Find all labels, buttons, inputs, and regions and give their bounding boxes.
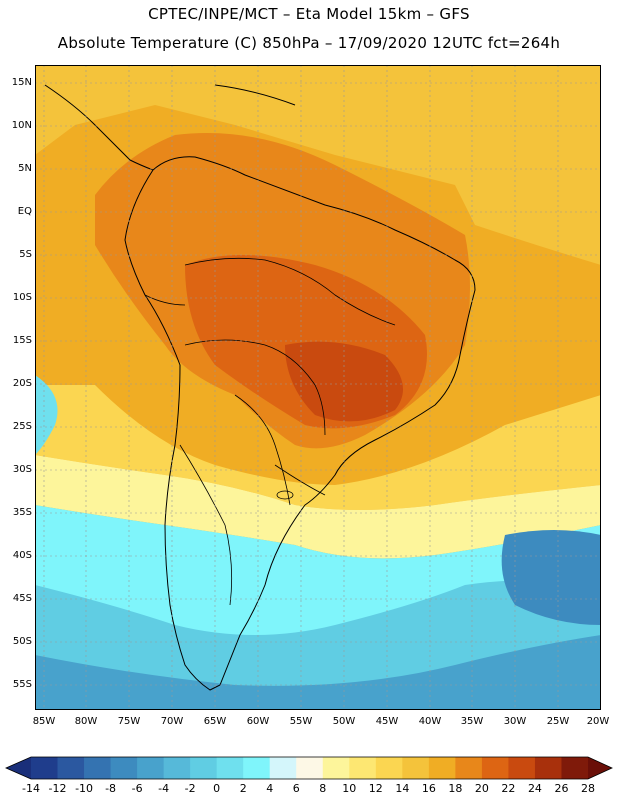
colorbar-swatch [269,757,297,779]
colorbar-tick-label: 24 [527,782,542,795]
lat-label: 15N [11,77,32,88]
field-west-cool [35,375,58,455]
colorbar-tick-label: -12 [48,782,67,795]
colorbar-tick-label: 8 [319,782,327,795]
lat-label: 5N [18,163,32,174]
central-america-outline [44,84,154,171]
caribbean-outline [214,84,296,106]
colorbar-outline [5,756,613,780]
chart-title-line2: Absolute Temperature (C) 850hPa – 17/09/… [57,34,561,52]
colorbar-swatch [296,757,324,779]
colorbar-swatch [190,757,218,779]
lat-label: 45S [12,593,32,604]
colorbar-swatch [508,757,536,779]
colorbar-tick-label: 26 [554,782,569,795]
colorbar-tick-label: 14 [395,782,410,795]
lat-label: 10N [11,120,32,131]
colorbar-tick-label: -4 [158,782,170,795]
lon-label: 25W [546,716,570,727]
field-south-cold [35,635,601,710]
lon-label: 40W [418,716,442,727]
lat-label: EQ [17,206,32,217]
colorbar-tick-label: -14 [22,782,40,795]
lon-label: 35W [460,716,484,727]
colorbar-tick-label: -10 [75,782,94,795]
colorbar-tick-label: -8 [105,782,117,795]
lat-label: 35S [12,507,32,518]
field-southeast-cold [501,530,601,625]
colorbar-swatch [375,757,403,779]
field-transition-pale [35,455,601,559]
lon-label: 65W [203,716,227,727]
lat-label: 55S [12,679,32,690]
lat-label: 10S [12,292,32,303]
lat-label: 5S [19,249,32,260]
colorbar-tick-label: 6 [292,782,300,795]
colorbar-swatch [137,757,165,779]
colorbar-tick-label: 16 [421,782,436,795]
colorbar-tick-label: 2 [239,782,247,795]
lon-label: 70W [160,716,184,727]
colorbar-swatch [31,757,59,779]
colorbar-min-arrow [6,757,31,779]
colorbar-swatch [110,757,138,779]
lat-label: 25S [12,421,32,432]
lon-label: 75W [117,716,141,727]
colorbar-tick-label: 28 [581,782,595,795]
colorbar-tick-label: -2 [184,782,196,795]
colorbar-tick-label: 0 [213,782,221,795]
country-borders [144,257,396,606]
lat-label: 50S [12,636,32,647]
colorbar-tick-label: 10 [342,782,357,795]
lat-label: 20S [12,378,32,389]
colorbar-swatch [428,757,456,779]
temperature-map [35,65,601,710]
colorbar-tick-label: -6 [131,782,143,795]
colorbar-tick-label: 18 [448,782,463,795]
colorbar-max-arrow [588,757,612,779]
lon-label: 55W [289,716,313,727]
lat-label: 40S [12,550,32,561]
map-border [35,65,601,710]
coastline [124,156,476,691]
colorbar-swatch [455,757,483,779]
lon-label: 30W [503,716,527,727]
colorbar-swatch [216,757,244,779]
colorbar-swatch [402,757,430,779]
chart-title-line1: CPTEC/INPE/MCT – Eta Model 15km – GFS [148,5,470,23]
colorbar-swatch [481,757,509,779]
field-transition-yellow [35,385,601,510]
lon-label: 45W [375,716,399,727]
colorbar-swatch [163,757,191,779]
colorbar-swatch [57,757,85,779]
colorbar-swatch [561,757,589,779]
graticule [35,65,601,710]
colorbar-swatch [84,757,112,779]
colorbar-tick-label: 12 [368,782,383,795]
lon-label: 20W [586,716,610,727]
colorbar [5,756,613,780]
colorbar-swatch [534,757,562,779]
lat-label: 30S [12,464,32,475]
lon-label: 60W [246,716,270,727]
colorbar-tick-label: 20 [474,782,489,795]
colorbar-tick-label: 4 [266,782,274,795]
lon-label: 80W [74,716,98,727]
colorbar-swatch [243,757,271,779]
lon-label: 85W [32,716,56,727]
field-north-ocean [35,65,601,265]
falklands-outline [276,490,294,500]
colorbar-swatch [322,757,350,779]
lat-label: 15S [12,335,32,346]
lon-label: 50W [332,716,356,727]
colorbar-tick-label: 22 [501,782,516,795]
colorbar-swatch [349,757,377,779]
